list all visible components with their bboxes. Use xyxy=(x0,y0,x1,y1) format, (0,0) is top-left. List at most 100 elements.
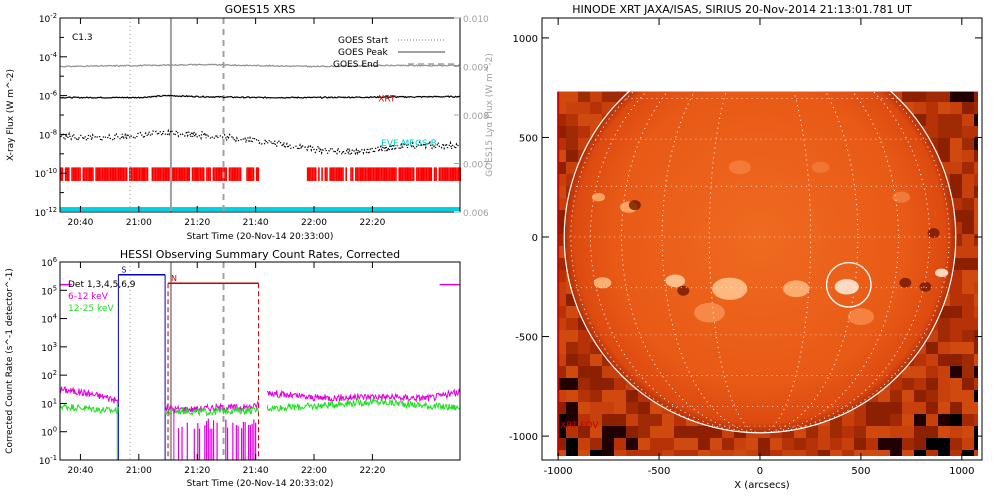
xrt-bar xyxy=(233,167,236,181)
xrt-xlabel: X (arcsecs) xyxy=(734,480,790,491)
xrt-bar xyxy=(364,167,367,181)
xrt-offlimb-pixel xyxy=(914,414,926,426)
xrt-offlimb-pixel xyxy=(890,438,902,450)
xrt-bar xyxy=(193,167,195,181)
xrt-offlimb-pixel xyxy=(950,78,962,90)
xrt-offlimb-pixel xyxy=(590,378,602,390)
xrt-offlimb-pixel xyxy=(854,54,866,66)
xrt-offlimb-pixel xyxy=(626,438,638,450)
xrt-offlimb-pixel xyxy=(558,450,566,457)
xrt-bar xyxy=(225,167,228,181)
xrt-bar xyxy=(337,167,339,181)
xrt-offlimb-pixel xyxy=(614,426,626,438)
xrt-offlimb-pixel xyxy=(578,126,590,138)
xrt-xtick-label: 1000 xyxy=(949,466,974,477)
xrt-offlimb-pixel xyxy=(650,66,662,78)
xrt-offlimb-pixel xyxy=(950,54,962,66)
hessi-xlabel: Start Time (20-Nov-14 20:33:02) xyxy=(187,479,334,489)
xrt-offlimb-pixel xyxy=(558,414,566,426)
xrt-offlimb-pixel xyxy=(902,54,914,66)
xrt-offlimb-pixel xyxy=(974,138,978,150)
xrt-offlimb-pixel xyxy=(638,414,650,426)
xrt-offlimb-pixel xyxy=(866,30,878,42)
xrt-offlimb-pixel xyxy=(950,18,962,30)
goes-series-1 xyxy=(59,63,460,68)
active-region xyxy=(935,268,949,278)
xrt-offlimb-pixel xyxy=(578,102,590,114)
xrt-offlimb-pixel xyxy=(602,66,614,78)
xrt-offlimb-pixel xyxy=(542,342,554,354)
xrt-offlimb-pixel xyxy=(974,342,978,354)
xrt-bar xyxy=(340,167,343,181)
xrt-fov-label: XRT FOV xyxy=(560,421,599,431)
xrt-bar xyxy=(109,167,112,181)
active-region xyxy=(712,277,748,300)
xrt-offlimb-pixel xyxy=(710,438,722,450)
xrt-offlimb-pixel xyxy=(686,30,698,42)
xrt-offlimb-pixel xyxy=(962,186,974,198)
xrt-bar xyxy=(114,167,117,181)
xrt-offlimb-pixel xyxy=(614,438,626,450)
xrt-offlimb-pixel xyxy=(542,258,554,270)
goes-y2tick-label: 0.010 xyxy=(463,15,489,25)
xrt-bar xyxy=(251,167,253,181)
xrt-offlimb-pixel xyxy=(914,78,926,90)
xrt-offlimb-pixel xyxy=(566,102,578,114)
xrt-bar xyxy=(366,167,368,181)
xrt-offlimb-pixel xyxy=(578,66,590,78)
hessi-ytick-label: 10-1 xyxy=(39,454,57,467)
xrt-offlimb-pixel xyxy=(866,42,878,54)
xrt-bar xyxy=(125,167,128,181)
xrt-bar xyxy=(342,167,344,181)
xrt-offlimb-pixel xyxy=(974,54,986,66)
xrt-offlimb-pixel xyxy=(926,426,938,438)
xrt-offlimb-pixel xyxy=(590,18,602,30)
xrt-offlimb-pixel xyxy=(558,378,566,390)
xrt-offlimb-pixel xyxy=(950,414,962,426)
xrt-offlimb-pixel xyxy=(710,42,722,54)
xrt-bar xyxy=(156,167,158,181)
solar-disk xyxy=(564,91,956,433)
xrt-offlimb-pixel xyxy=(794,450,806,457)
xrt-offlimb-pixel xyxy=(542,366,554,378)
xrt-offlimb-pixel xyxy=(590,114,602,126)
xrt-offlimb-pixel xyxy=(650,414,662,426)
dark-feature xyxy=(677,285,690,296)
xrt-offlimb-pixel xyxy=(590,42,602,54)
xrt-offlimb-pixel xyxy=(962,78,974,90)
xrt-frame xyxy=(541,17,983,461)
xrt-offlimb-pixel xyxy=(674,18,686,30)
xrt-offlimb-pixel xyxy=(710,30,722,42)
xrt-offlimb-pixel xyxy=(674,42,686,54)
hessi-ytick-label: 101 xyxy=(41,397,57,410)
xrt-offlimb-pixel xyxy=(902,426,914,438)
xrt-offlimb-pixel xyxy=(938,330,950,342)
xrt-offlimb-pixel xyxy=(542,270,554,282)
xrt-bar xyxy=(385,167,388,181)
xrt-offlimb-pixel xyxy=(950,294,962,306)
xrt-offlimb-pixel xyxy=(842,426,854,438)
xrt-offlimb-pixel xyxy=(950,186,962,198)
xrt-offlimb-pixel xyxy=(962,138,974,150)
xrt-offlimb-pixel xyxy=(626,54,638,66)
goes-xlabel: Start Time (20-Nov-14 20:33:00) xyxy=(187,232,334,242)
xrt-bar xyxy=(185,167,187,181)
xrt-offlimb-pixel xyxy=(974,294,978,306)
xrt-bar xyxy=(235,167,237,181)
xrt-offlimb-pixel xyxy=(878,42,890,54)
xrt-bar xyxy=(446,167,449,181)
xrt-offlimb-pixel xyxy=(614,66,626,78)
xrt-offlimb-pixel xyxy=(542,126,554,138)
xrt-offlimb-pixel xyxy=(590,78,602,90)
xrt-offlimb-pixel xyxy=(926,366,938,378)
xrt-offlimb-pixel xyxy=(578,414,590,426)
xrt-offlimb-pixel xyxy=(902,78,914,90)
xrt-bar xyxy=(119,167,122,181)
xrt-offlimb-pixel xyxy=(902,18,914,30)
xrt-bar xyxy=(449,167,452,181)
xrt-bar xyxy=(66,167,69,181)
xrt-bar xyxy=(214,167,216,181)
xrt-offlimb-pixel xyxy=(662,438,674,450)
goes-legend-label-3: GOES End xyxy=(333,60,378,70)
xrt-offlimb-pixel xyxy=(602,378,614,390)
